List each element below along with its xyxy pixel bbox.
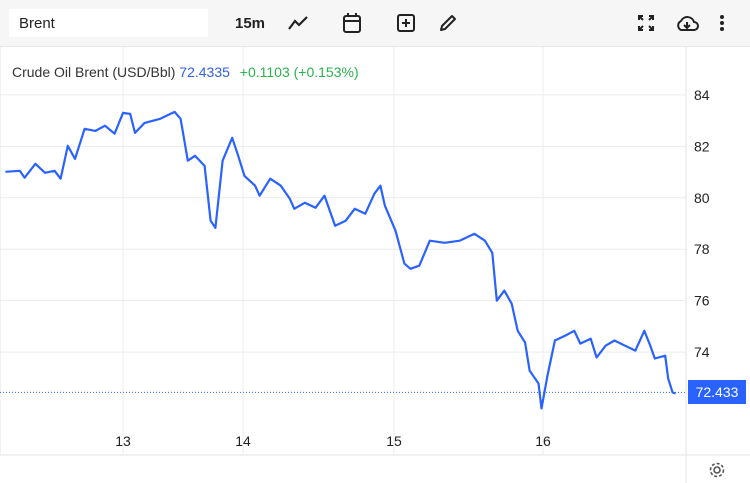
legend-price: 72.4335 [179, 64, 230, 80]
add-indicator-icon[interactable] [395, 10, 417, 36]
symbol-search-input[interactable] [9, 9, 208, 37]
calendar-icon[interactable] [341, 10, 363, 36]
interval-button[interactable]: 15m [234, 14, 266, 32]
y-tick-label: 78 [694, 241, 710, 257]
draw-pencil-icon[interactable] [437, 10, 459, 36]
y-tick-label: 80 [694, 190, 710, 206]
y-axis: 74 76 78 80 82 84 [694, 87, 710, 360]
more-vertical-icon[interactable] [714, 10, 730, 36]
x-tick-label: 15 [386, 433, 402, 449]
legend-change: +0.1103 (+0.153%) [239, 64, 359, 80]
fullscreen-icon[interactable] [635, 10, 657, 36]
x-axis: 13 14 15 16 [115, 433, 551, 449]
y-tick-label: 84 [694, 87, 710, 103]
toolbar: 15m [0, 0, 750, 47]
chart-type-icon[interactable] [286, 10, 310, 36]
price-series-line [5, 110, 676, 410]
x-tick-label: 16 [535, 433, 551, 449]
y-tick-label: 76 [694, 293, 710, 309]
last-price-tag: 72.433 [688, 380, 746, 405]
settings-gear-icon[interactable] [707, 460, 727, 483]
grid [0, 46, 750, 483]
x-tick-label: 14 [235, 433, 251, 449]
y-tick-label: 82 [694, 138, 710, 154]
y-tick-label: 74 [694, 344, 710, 360]
cloud-download-icon[interactable] [674, 10, 700, 36]
legend-symbol-name: Crude Oil Brent (USD/Bbl) [12, 64, 176, 80]
x-tick-label: 13 [115, 433, 131, 449]
chart-legend: Crude Oil Brent (USD/Bbl) 72.4335 +0.110… [12, 64, 359, 80]
